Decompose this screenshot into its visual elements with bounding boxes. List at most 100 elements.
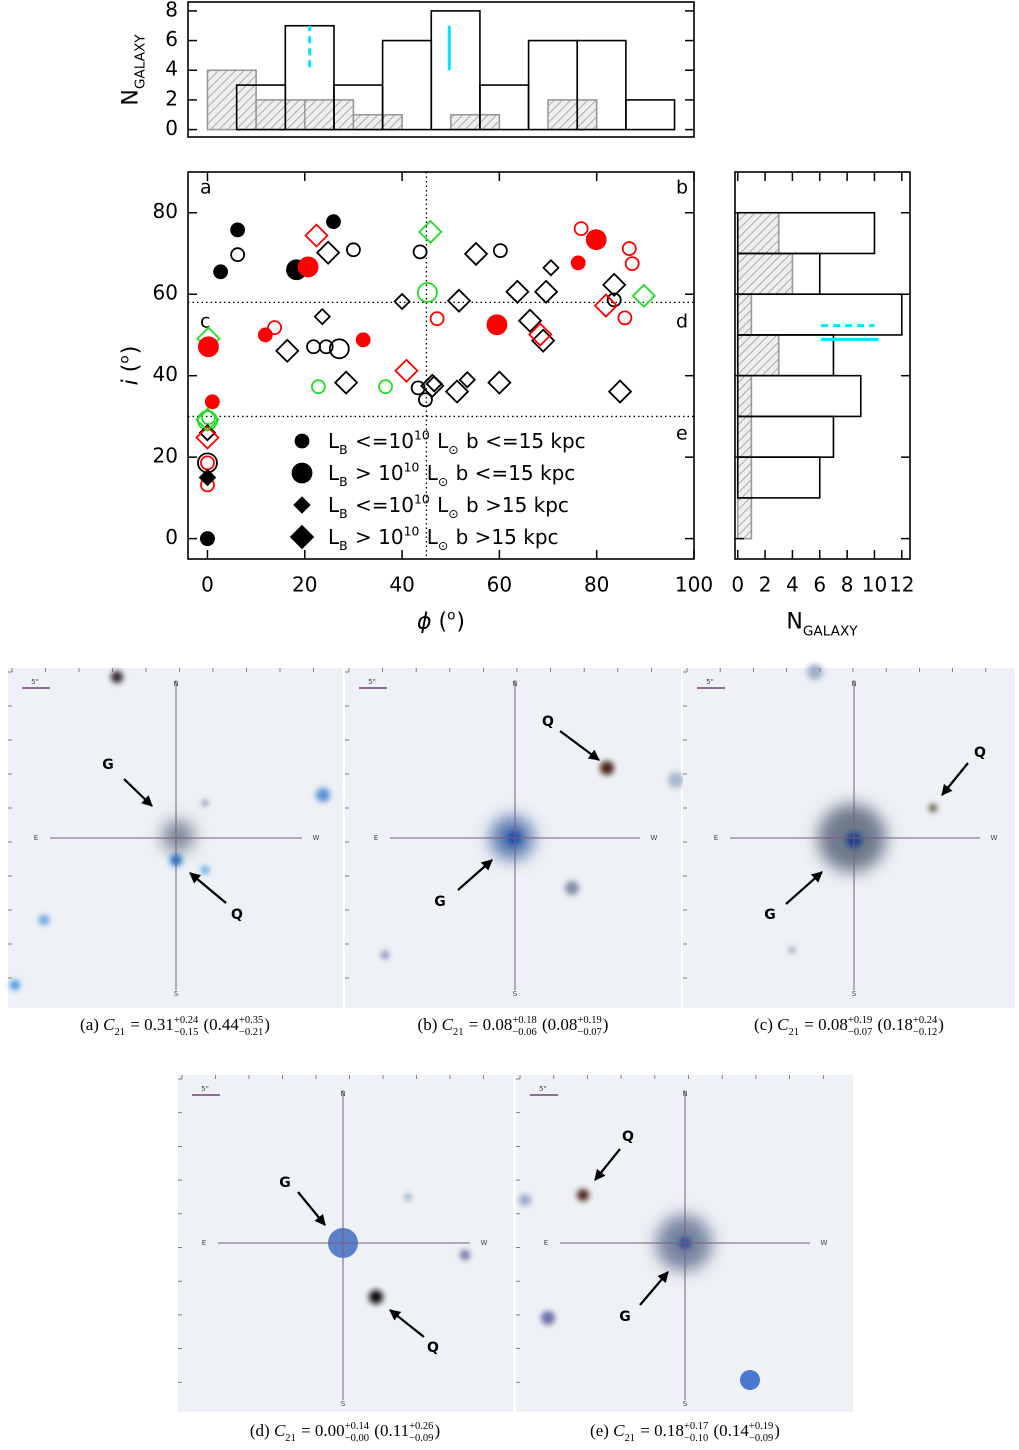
galaxy-label: G [764, 907, 776, 923]
x-tick-label: 100 [675, 573, 713, 597]
qso-arrow [941, 762, 969, 796]
scale-label: 5" [368, 678, 376, 686]
y-tick-label: 80 [153, 199, 178, 223]
y-tick-label: 4 [165, 57, 178, 81]
image-source [39, 915, 49, 925]
data-point [310, 379, 326, 395]
data-point [230, 222, 246, 238]
x-axis-label-sub: GALAXY [803, 623, 858, 639]
caption-text: = 0.31 [126, 1015, 174, 1034]
y-tick-label: 40 [153, 362, 178, 386]
legend-label-sup: 10 [404, 460, 420, 475]
caption-sub: −0.09 [749, 1433, 773, 1444]
legend-label-text: L [431, 429, 449, 453]
legend-symbol [291, 462, 313, 484]
x-tick-label: 40 [389, 573, 414, 597]
caption-sup: +0.14 [345, 1421, 370, 1432]
qso-arrow [189, 872, 227, 904]
legend-label-text: L [431, 493, 449, 517]
image-source [807, 664, 823, 680]
data-point [505, 279, 530, 304]
data-point [378, 379, 393, 395]
panel-caption: (d) C 21 = 0.00 +0.14−0.00 (0.11 +0.26−0.09… [250, 1421, 440, 1444]
data-point [195, 425, 220, 450]
y-axis-label-text: i [119, 379, 144, 385]
legend-label-text: b <=15 kpc [460, 429, 586, 453]
caption-sub: −0.10 [684, 1433, 708, 1444]
data-point [198, 336, 219, 358]
data-point [444, 379, 470, 404]
y-tick-label: 8 [165, 0, 178, 21]
caption-sub: −0.06 [512, 1027, 536, 1038]
histogram-bar [736, 211, 780, 255]
panel-caption: (c) C 21 = 0.08 +0.19−0.07 (0.18 +0.24−0.12… [754, 1015, 944, 1038]
x-tick-label: 20 [292, 573, 317, 597]
image-source [519, 1194, 531, 1206]
caption-text: = 0.08 [800, 1015, 848, 1034]
image-source [929, 804, 937, 812]
x-tick-label: 60 [487, 573, 512, 597]
y-tick-label: 20 [153, 444, 178, 468]
compass-south: S [174, 990, 179, 998]
x-axis-label-text: N [786, 610, 802, 635]
data-point [198, 468, 217, 487]
caption-text: ) [774, 1421, 780, 1440]
x-tick-label: 2 [759, 573, 772, 597]
compass-south: S [513, 990, 518, 998]
image-source [111, 671, 123, 683]
data-point [542, 258, 560, 277]
data-point [326, 214, 341, 230]
caption-text: ) [434, 1421, 440, 1440]
y-tick-label: 2 [165, 86, 178, 110]
compass-north: N [682, 1090, 687, 1098]
caption-sub: −0.21 [239, 1027, 263, 1038]
caption-text: (0.44 [199, 1015, 239, 1034]
legend-label-text: L [420, 525, 438, 549]
galaxy-arrow [457, 859, 493, 891]
y-axis-label-sup: o [116, 355, 132, 363]
caption-text: C [274, 1421, 286, 1440]
region-label: d [676, 311, 688, 333]
qso-arrow [559, 730, 600, 761]
galaxy-label: G [434, 894, 446, 910]
y-axis-label-sub: GALAXY [132, 34, 148, 89]
panel-caption: (b) C 21 = 0.08 +0.18−0.06 (0.08 +0.19−0.07… [418, 1015, 609, 1038]
image-source [381, 951, 389, 959]
x-axis-label-text: ( [432, 610, 448, 635]
qso-arrow [389, 1309, 425, 1338]
legend-label-text: L [328, 461, 340, 485]
data-point [416, 282, 438, 303]
image-source [668, 772, 684, 788]
histogram-bar [284, 24, 335, 131]
data-point [492, 243, 508, 259]
caption-sup: +0.19 [749, 1421, 773, 1432]
caption-sub: −0.12 [913, 1027, 937, 1038]
image-source [740, 1370, 760, 1390]
qso-label: Q [231, 907, 243, 923]
region-label: c [200, 311, 210, 333]
data-point [517, 308, 543, 333]
caption-sup: +0.26 [409, 1421, 433, 1432]
image-source [405, 1194, 411, 1200]
data-point [204, 394, 220, 410]
image-panel: N S E W 5" G Q [8, 668, 343, 1008]
plot-frame [187, 171, 695, 560]
region-label: b [676, 177, 688, 199]
image-source [460, 1250, 470, 1260]
caption-sub: −0.07 [577, 1027, 601, 1038]
compass-east: E [34, 834, 38, 842]
qso-arrow [594, 1148, 621, 1181]
caption-sup: +0.35 [239, 1015, 263, 1026]
legend-label-text: L [328, 525, 340, 549]
caption-sup: +0.24 [913, 1015, 938, 1026]
histogram-bar [736, 415, 753, 458]
legend-label-sup: 10 [414, 428, 430, 443]
data-point [275, 338, 300, 364]
compass-east: E [714, 834, 718, 842]
legend-label-text: b >15 kpc [449, 525, 558, 549]
x-tick-label: 0 [731, 573, 744, 597]
x-tick-label: 4 [786, 573, 799, 597]
